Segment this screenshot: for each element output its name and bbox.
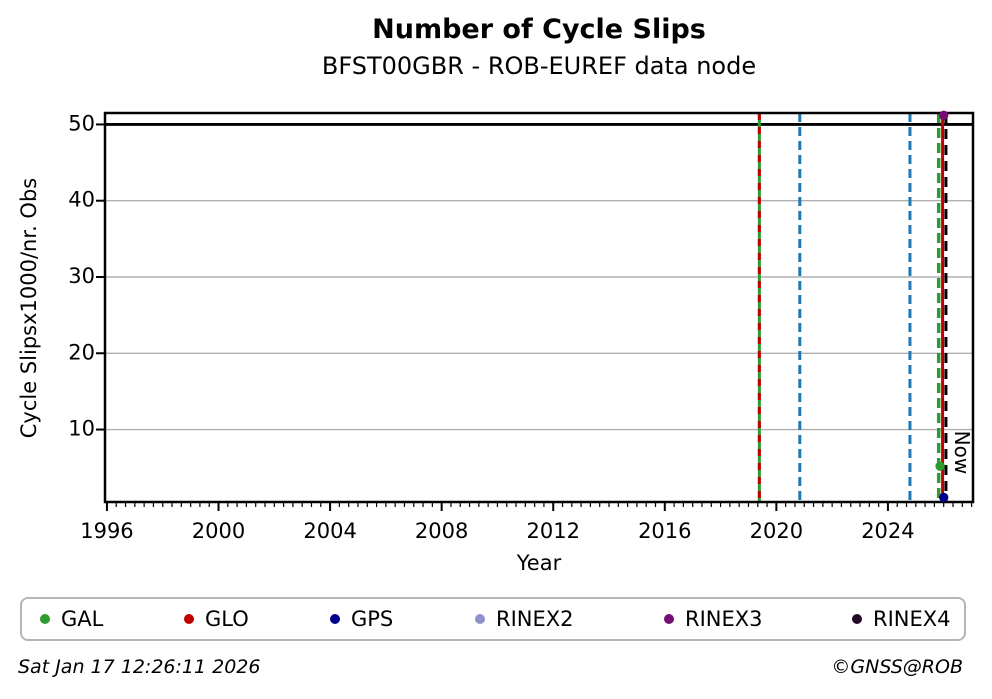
x-tick-label: 2012 bbox=[526, 519, 579, 543]
legend-dot-rinex3 bbox=[664, 614, 674, 624]
x-tick-label: 2004 bbox=[303, 519, 356, 543]
x-tick-label: 2008 bbox=[415, 519, 468, 543]
copyright: ©GNSS@ROB bbox=[831, 656, 963, 678]
legend-item-rinex3: RINEX3 bbox=[664, 607, 763, 631]
legend-label: GPS bbox=[351, 607, 394, 631]
legend-dot-glo bbox=[184, 614, 194, 624]
legend-item-rinex4: RINEX4 bbox=[852, 607, 951, 631]
y-tick-label: 30 bbox=[68, 264, 95, 288]
legend-dot-rinex4 bbox=[852, 614, 862, 624]
title-block: Number of Cycle Slips BFST00GBR - ROB-EU… bbox=[105, 14, 973, 80]
point-rinex3 bbox=[939, 110, 949, 120]
legend-item-glo: GLO bbox=[184, 607, 249, 631]
x-axis-label: Year bbox=[516, 551, 562, 575]
chart-subtitle: BFST00GBR - ROB-EUREF data node bbox=[321, 52, 757, 81]
plot-frame bbox=[103, 111, 975, 504]
legend-label: RINEX3 bbox=[685, 607, 763, 631]
legend-dot-gal bbox=[40, 614, 50, 624]
legend: GAL GLO GPS RINEX2 RINEX3 RINEX4 bbox=[20, 597, 966, 641]
point-gal bbox=[935, 461, 945, 471]
point-gps bbox=[939, 492, 949, 503]
legend-item-gps: GPS bbox=[330, 607, 393, 631]
x-tick-label: 2020 bbox=[750, 519, 803, 543]
legend-dot-gps bbox=[330, 614, 340, 624]
y-tick-label: 10 bbox=[68, 417, 95, 441]
y-tick-label: 50 bbox=[68, 111, 95, 135]
legend-item-rinex2: RINEX2 bbox=[475, 607, 574, 631]
chart-title: Number of Cycle Slips bbox=[372, 14, 706, 45]
legend-label: RINEX2 bbox=[496, 607, 574, 631]
y-tick-label: 20 bbox=[68, 340, 95, 364]
timestamp: Sat Jan 17 12:26:11 2026 bbox=[18, 656, 261, 678]
x-tick-label: 2024 bbox=[861, 519, 914, 543]
legend-label: GAL bbox=[61, 607, 104, 631]
y-tick-label: 40 bbox=[68, 188, 95, 212]
legend-dot-rinex2 bbox=[475, 614, 485, 624]
x-tick-label: 1996 bbox=[80, 519, 133, 543]
y-axis-label: Cycle Slipsx1000/nr. Obs bbox=[17, 177, 41, 439]
legend-item-gal: GAL bbox=[40, 607, 103, 631]
x-tick-label: 2000 bbox=[192, 519, 245, 543]
now-label: Now bbox=[950, 431, 974, 475]
x-tick-label: 2016 bbox=[638, 519, 691, 543]
legend-label: RINEX4 bbox=[873, 607, 951, 631]
legend-label: GLO bbox=[205, 607, 249, 631]
